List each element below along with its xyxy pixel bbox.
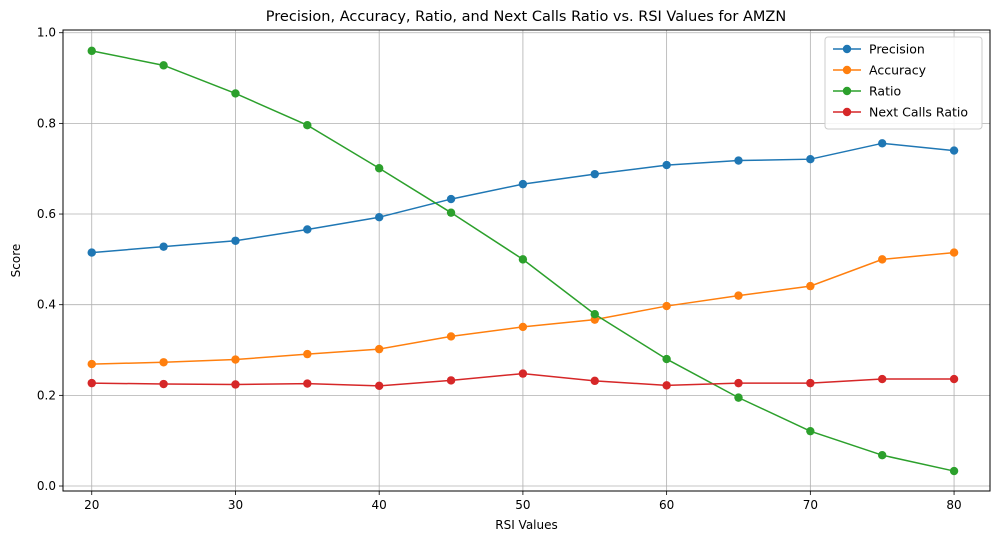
data-point xyxy=(374,381,384,391)
x-tick-label: 50 xyxy=(515,498,530,512)
data-point xyxy=(806,154,815,164)
axis-ticks: 20 30 40 50 60 70 80 0.0 0.2 0.4 0.6 0.8 1.0 xyxy=(37,26,962,512)
data-point xyxy=(159,358,168,367)
legend: Precision Accuracy Ratio Next Calls Ratio xyxy=(824,36,983,130)
data-point xyxy=(374,213,384,222)
data-point xyxy=(159,61,168,70)
data-point xyxy=(590,310,599,319)
legend-item: Accuracy xyxy=(833,63,927,78)
data-point xyxy=(878,139,887,148)
data-point xyxy=(159,242,168,251)
x-tick-label: 60 xyxy=(659,498,674,512)
y-tick-label: 0.6 xyxy=(37,207,56,221)
data-point xyxy=(806,378,815,388)
y-axis-label: Score xyxy=(9,244,23,278)
data-point xyxy=(949,248,959,257)
data-point xyxy=(518,179,528,189)
y-tick-label: 0.8 xyxy=(37,116,56,130)
data-point xyxy=(159,379,168,389)
legend-item: Ratio xyxy=(833,84,901,99)
data-point xyxy=(231,355,240,364)
data-point xyxy=(303,120,312,130)
series-precision xyxy=(87,139,959,257)
legend-box xyxy=(824,36,983,130)
data-point xyxy=(446,376,456,385)
y-tick-label: 0.4 xyxy=(37,298,56,312)
data-point xyxy=(446,332,456,341)
x-tick-label: 80 xyxy=(946,498,961,512)
data-point xyxy=(590,169,599,179)
y-tick-label: 1.0 xyxy=(37,26,56,40)
data-point xyxy=(734,291,743,300)
data-point xyxy=(878,374,887,384)
legend-marker xyxy=(842,44,852,54)
legend-marker xyxy=(842,107,852,117)
y-tick-label: 0.0 xyxy=(37,479,56,493)
data-point xyxy=(374,344,384,354)
data-point xyxy=(662,381,671,390)
data-point xyxy=(231,236,240,245)
data-point xyxy=(949,146,959,155)
series-lines xyxy=(87,46,959,476)
data-point xyxy=(303,349,312,359)
chart-title: Precision, Accuracy, Ratio, and Next Cal… xyxy=(266,9,786,25)
data-point xyxy=(87,248,96,257)
x-tick-label: 70 xyxy=(803,498,818,512)
legend-item: Next Calls Ratio xyxy=(833,105,968,120)
x-tick-label: 40 xyxy=(372,498,387,512)
data-point xyxy=(734,378,743,388)
legend-marker xyxy=(842,65,852,75)
series-accuracy xyxy=(87,248,959,369)
legend-label: Accuracy xyxy=(869,63,927,78)
data-point xyxy=(518,322,528,332)
data-point xyxy=(446,208,456,217)
legend-label: Precision xyxy=(869,42,925,57)
data-point xyxy=(87,46,96,56)
data-point xyxy=(446,194,456,204)
legend-item: Precision xyxy=(833,42,925,57)
data-point xyxy=(87,359,96,369)
data-point xyxy=(878,450,887,460)
data-point xyxy=(662,160,671,170)
grid xyxy=(63,30,990,491)
data-point xyxy=(231,380,240,389)
legend-label: Ratio xyxy=(869,84,901,99)
y-tick-label: 0.2 xyxy=(37,388,56,402)
data-point xyxy=(806,281,815,291)
series-next-calls-ratio xyxy=(87,369,959,391)
data-point xyxy=(518,369,528,378)
data-point xyxy=(734,156,743,165)
data-point xyxy=(949,374,959,384)
legend-marker xyxy=(842,86,852,96)
data-point xyxy=(806,426,815,436)
data-point xyxy=(231,89,240,98)
data-point xyxy=(949,466,959,476)
data-point xyxy=(590,376,599,386)
data-point xyxy=(87,378,96,388)
data-point xyxy=(518,255,528,264)
data-point xyxy=(878,255,887,264)
data-point xyxy=(734,393,743,402)
plot-frame xyxy=(62,29,991,492)
data-point xyxy=(662,354,671,364)
x-axis-label: RSI Values xyxy=(495,518,558,532)
data-point xyxy=(374,164,384,173)
legend-label: Next Calls Ratio xyxy=(869,105,968,120)
data-point xyxy=(303,225,312,234)
series-ratio xyxy=(87,46,959,476)
x-tick-label: 30 xyxy=(228,498,243,512)
x-tick-label: 20 xyxy=(84,498,99,512)
data-point xyxy=(303,379,312,388)
data-point xyxy=(662,301,671,311)
